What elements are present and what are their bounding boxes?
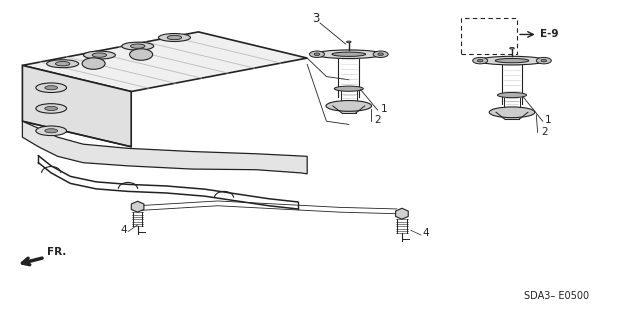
- Circle shape: [129, 49, 153, 60]
- Polygon shape: [496, 112, 528, 119]
- Polygon shape: [22, 32, 307, 92]
- Ellipse shape: [45, 129, 58, 133]
- Ellipse shape: [314, 53, 320, 56]
- Ellipse shape: [167, 35, 182, 40]
- Ellipse shape: [36, 126, 67, 136]
- Text: 3: 3: [312, 12, 320, 25]
- Polygon shape: [396, 208, 408, 219]
- Ellipse shape: [326, 100, 372, 111]
- Ellipse shape: [315, 50, 383, 59]
- Text: SDA3– E0500: SDA3– E0500: [524, 292, 589, 301]
- Ellipse shape: [83, 51, 115, 59]
- Ellipse shape: [122, 42, 154, 50]
- Ellipse shape: [131, 44, 145, 48]
- Ellipse shape: [509, 48, 515, 49]
- Ellipse shape: [45, 106, 58, 110]
- Polygon shape: [131, 201, 144, 212]
- Text: 4: 4: [120, 225, 127, 235]
- Circle shape: [82, 58, 105, 69]
- Ellipse shape: [36, 83, 67, 93]
- Ellipse shape: [489, 107, 535, 118]
- Text: 4: 4: [422, 228, 429, 238]
- Ellipse shape: [310, 51, 324, 57]
- Ellipse shape: [36, 104, 67, 113]
- Ellipse shape: [159, 33, 191, 41]
- Polygon shape: [22, 121, 307, 174]
- Ellipse shape: [92, 53, 107, 57]
- Ellipse shape: [334, 86, 364, 91]
- Polygon shape: [22, 121, 131, 147]
- Text: FR.: FR.: [47, 247, 66, 257]
- Text: E-9: E-9: [540, 29, 558, 40]
- Ellipse shape: [497, 93, 527, 98]
- Text: 1: 1: [545, 115, 552, 125]
- Ellipse shape: [346, 41, 351, 43]
- Ellipse shape: [45, 86, 58, 90]
- Polygon shape: [333, 106, 365, 113]
- Ellipse shape: [47, 60, 79, 68]
- Ellipse shape: [477, 59, 483, 62]
- Ellipse shape: [541, 59, 547, 62]
- Ellipse shape: [478, 56, 546, 65]
- Bar: [461, 18, 517, 54]
- Ellipse shape: [473, 57, 488, 64]
- Ellipse shape: [373, 51, 388, 57]
- Ellipse shape: [536, 57, 551, 64]
- Ellipse shape: [495, 58, 529, 63]
- Ellipse shape: [332, 52, 365, 56]
- Text: 2: 2: [374, 115, 381, 125]
- Ellipse shape: [378, 53, 383, 56]
- Ellipse shape: [56, 62, 70, 66]
- Polygon shape: [22, 65, 131, 147]
- Text: 2: 2: [541, 127, 547, 137]
- Text: 1: 1: [381, 104, 387, 114]
